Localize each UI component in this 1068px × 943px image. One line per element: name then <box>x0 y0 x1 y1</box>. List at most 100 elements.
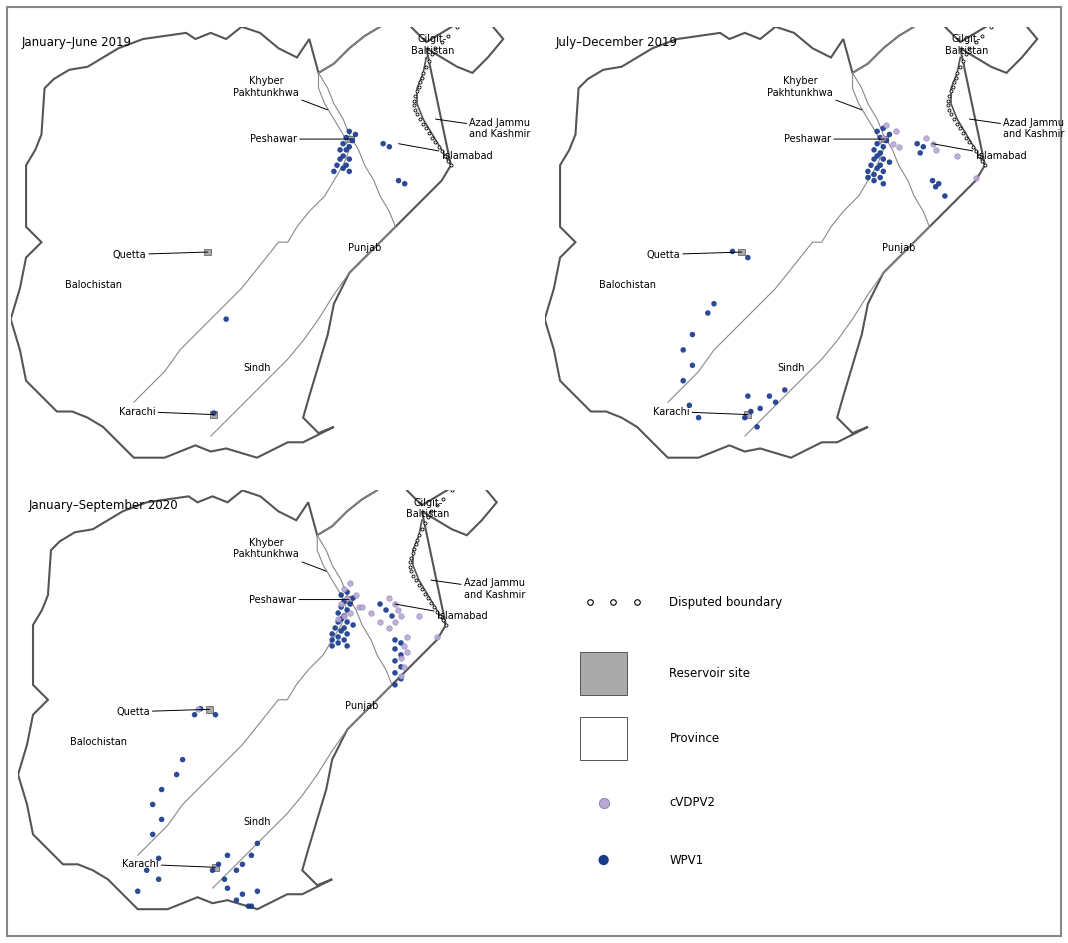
Text: Karachi: Karachi <box>653 406 748 417</box>
Point <box>392 636 409 651</box>
Point <box>347 127 364 142</box>
Point <box>354 600 371 615</box>
Point <box>339 590 356 605</box>
Text: Khyber
Pakhtunkhwa: Khyber Pakhtunkhwa <box>233 76 328 109</box>
Point <box>151 871 168 886</box>
Point <box>339 603 356 618</box>
Point <box>948 148 965 163</box>
Point <box>324 638 341 653</box>
Point <box>924 174 941 189</box>
Point <box>398 644 415 659</box>
Point <box>387 615 404 630</box>
Point <box>341 140 358 155</box>
Point <box>380 590 397 605</box>
Point <box>912 145 929 160</box>
Point <box>884 136 901 151</box>
Point <box>339 585 356 600</box>
Point <box>153 812 170 827</box>
Point <box>329 157 346 173</box>
Point <box>680 398 697 413</box>
Point <box>335 582 352 597</box>
Point <box>881 155 898 170</box>
Point <box>219 881 236 896</box>
Point <box>330 629 347 644</box>
Point <box>739 250 756 265</box>
Text: Islamabad: Islamabad <box>932 143 1026 161</box>
Point <box>871 145 889 160</box>
Text: Punjab: Punjab <box>882 243 915 254</box>
Text: Khyber
Pakhtunkhwa: Khyber Pakhtunkhwa <box>767 76 862 109</box>
Point <box>205 405 222 421</box>
Point <box>210 857 227 872</box>
Point <box>377 603 394 618</box>
Point <box>330 611 347 626</box>
Text: Punjab: Punjab <box>345 701 379 711</box>
Text: Peshawar: Peshawar <box>784 134 884 144</box>
Point <box>189 702 206 717</box>
Text: January–June 2019: January–June 2019 <box>21 36 131 49</box>
Point <box>736 410 753 425</box>
Point <box>234 857 251 872</box>
Point <box>337 157 355 173</box>
Point <box>332 600 349 615</box>
Text: Islamabad: Islamabad <box>395 604 487 621</box>
Point <box>347 587 364 603</box>
Point <box>335 633 352 648</box>
Point <box>381 140 398 155</box>
Polygon shape <box>11 0 503 457</box>
Point <box>875 121 892 136</box>
Text: Disputed boundary: Disputed boundary <box>670 596 783 608</box>
Point <box>334 136 351 151</box>
Point <box>375 136 392 151</box>
Point <box>372 597 389 612</box>
FancyBboxPatch shape <box>580 717 627 760</box>
Point <box>760 389 778 404</box>
Bar <box>881 136 889 142</box>
Point <box>227 893 245 908</box>
Polygon shape <box>18 460 497 909</box>
Point <box>390 603 407 618</box>
Point <box>341 164 358 179</box>
Point <box>337 130 355 145</box>
Point <box>865 152 882 167</box>
Text: Punjab: Punjab <box>348 243 381 254</box>
Point <box>924 136 941 151</box>
Point <box>396 176 413 191</box>
Point <box>327 620 344 636</box>
Point <box>216 871 233 886</box>
Point <box>392 671 409 687</box>
Point <box>595 795 612 810</box>
Text: Karachi: Karachi <box>119 406 214 417</box>
Point <box>752 401 769 416</box>
Point <box>204 863 221 878</box>
Point <box>909 136 926 151</box>
Point <box>927 142 944 157</box>
Text: Karachi: Karachi <box>122 859 216 869</box>
Point <box>684 357 701 372</box>
Point <box>875 152 892 167</box>
Point <box>395 638 412 653</box>
Point <box>878 118 895 133</box>
Text: Quetta: Quetta <box>116 706 209 717</box>
Point <box>332 587 349 603</box>
Point <box>675 342 692 357</box>
Text: Azad Jammu
and Kashmir: Azad Jammu and Kashmir <box>430 578 525 600</box>
Point <box>395 659 412 674</box>
Point <box>335 608 352 623</box>
Point <box>390 174 407 189</box>
Point <box>330 605 347 620</box>
Point <box>700 306 717 321</box>
Point <box>428 629 445 644</box>
Point <box>865 174 882 189</box>
Bar <box>210 411 217 418</box>
Point <box>915 140 932 155</box>
Point <box>344 133 361 148</box>
Point <box>776 383 794 398</box>
Point <box>888 124 905 139</box>
Point <box>144 827 161 842</box>
Bar <box>744 411 751 418</box>
Point <box>345 590 362 605</box>
Point <box>860 164 877 179</box>
Point <box>871 170 889 185</box>
Point <box>342 575 359 590</box>
